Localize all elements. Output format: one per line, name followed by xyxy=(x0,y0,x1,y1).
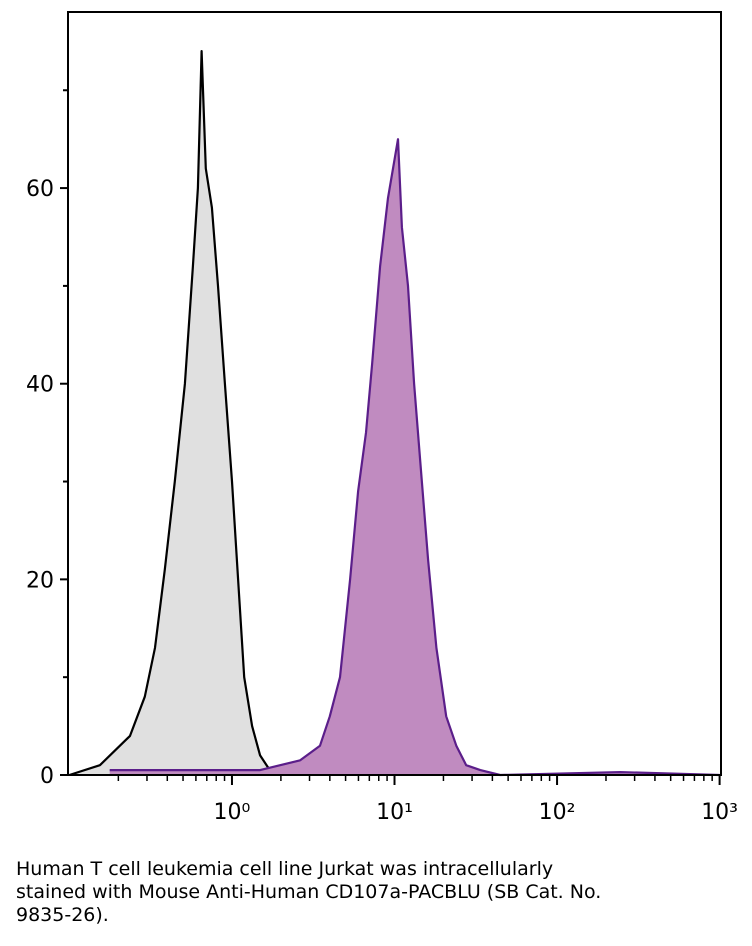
x-tick-label: 10² xyxy=(539,800,576,825)
caption-line: stained with Mouse Anti-Human CD107a-PAC… xyxy=(16,881,602,903)
histogram-area xyxy=(69,51,330,776)
caption-line: 9835-26). xyxy=(16,904,109,926)
y-tick-label: 40 xyxy=(26,373,54,398)
caption-line: Human T cell leukemia cell line Jurkat w… xyxy=(16,858,554,880)
caption: Human T cell leukemia cell line Jurkat w… xyxy=(16,858,736,927)
chart: 0 20 40 60 10⁰ 10¹ 10² 10³ xyxy=(26,11,738,825)
histogram-line xyxy=(109,138,720,777)
x-tick-label: 10¹ xyxy=(376,800,413,825)
y-tick-label: 60 xyxy=(26,177,54,202)
x-tick-label: 10⁰ xyxy=(214,800,251,825)
y-tick-label: 0 xyxy=(40,764,54,789)
x-tick-label: 10³ xyxy=(701,800,738,825)
histogram-line xyxy=(69,50,330,777)
y-tick-label: 20 xyxy=(26,568,54,593)
histogram-area xyxy=(109,139,720,775)
